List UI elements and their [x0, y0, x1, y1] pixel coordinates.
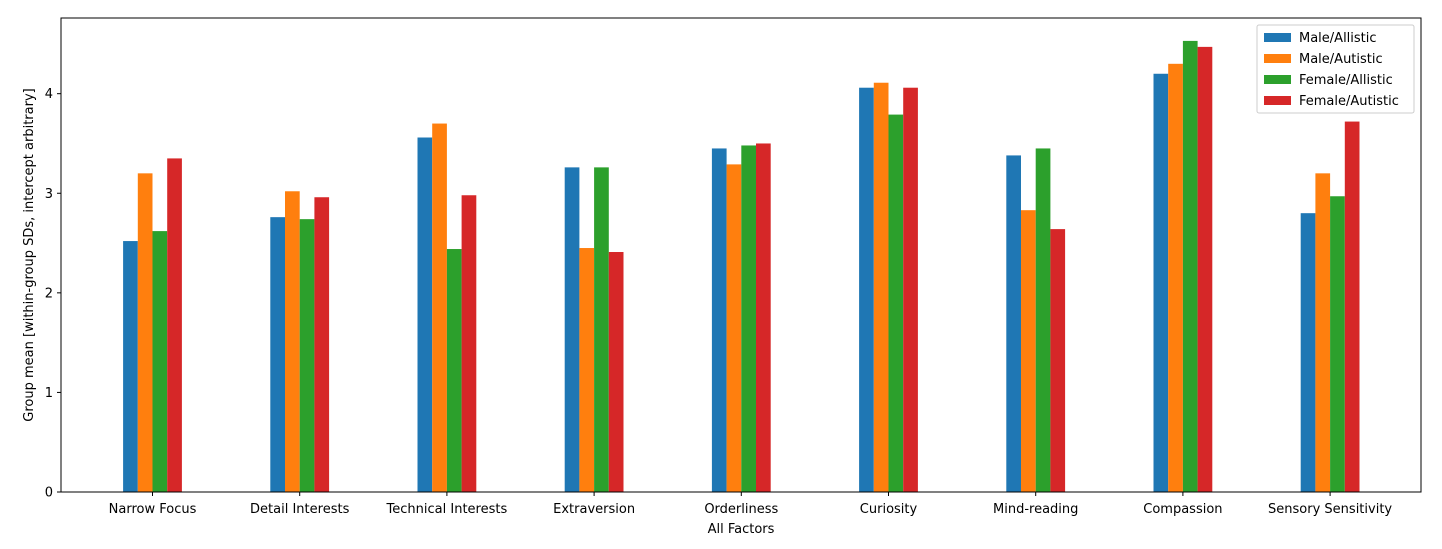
legend-label: Female/Autistic: [1299, 94, 1399, 109]
bar-female-autistic-orderliness: [756, 143, 771, 492]
bar-male-autistic-technical-interests: [432, 123, 447, 493]
x-tick-label: Orderliness: [704, 502, 778, 517]
bar-male-allistic-mind-reading: [1006, 155, 1021, 493]
bar-female-autistic-sensory-sensitivity: [1344, 121, 1360, 492]
bar-female-autistic-technical-interests: [461, 195, 477, 492]
bar-female-allistic-extraversion: [594, 167, 609, 492]
x-tick-label: Compassion: [1143, 502, 1222, 517]
bar-male-allistic-compassion: [1153, 73, 1169, 492]
x-axis: Narrow Focus Detail Interests Technical In…: [109, 492, 1392, 517]
bar-female-autistic-narrow-focus: [167, 158, 182, 492]
bar-female-allistic-mind-reading: [1035, 148, 1051, 492]
bar-female-allistic-curiosity: [888, 114, 904, 492]
y-tick-label: 1: [45, 386, 53, 401]
x-tick-label: Extraversion: [553, 502, 635, 517]
bar-male-allistic-narrow-focus: [123, 241, 138, 492]
bar-female-autistic-compassion: [1197, 46, 1213, 492]
x-tick-label: Curiosity: [860, 502, 918, 517]
bar-female-allistic-orderliness: [741, 145, 756, 492]
bar-male-autistic-mind-reading: [1021, 210, 1036, 492]
x-axis-label: All Factors: [708, 522, 775, 537]
legend-label: Male/Allistic: [1299, 31, 1377, 46]
bars-layer: [123, 40, 1360, 493]
bar-female-autistic-curiosity: [903, 87, 918, 493]
x-tick-label: Detail Interests: [250, 502, 350, 517]
bar-male-allistic-curiosity: [859, 87, 874, 493]
bar-male-autistic-compassion: [1168, 63, 1183, 493]
bar-female-autistic-extraversion: [608, 252, 624, 492]
bar-male-allistic-detail-interests: [270, 217, 285, 492]
y-axis-label: Group mean [within-group SDs, intercept …: [22, 88, 37, 421]
y-tick-label: 4: [45, 87, 53, 102]
y-tick-label: 2: [45, 286, 53, 301]
bar-male-allistic-sensory-sensitivity: [1300, 213, 1316, 492]
bar-male-allistic-technical-interests: [417, 137, 433, 492]
x-tick-label: Technical Interests: [386, 502, 508, 517]
bar-male-autistic-sensory-sensitivity: [1315, 173, 1331, 492]
bar-female-allistic-sensory-sensitivity: [1330, 196, 1345, 492]
bar-male-autistic-orderliness: [726, 164, 742, 492]
legend-box: [1256, 24, 1415, 114]
bar-female-allistic-compassion: [1182, 40, 1198, 493]
legend-swatch: [1264, 54, 1291, 63]
x-tick-label: Narrow Focus: [109, 502, 197, 517]
y-axis: 0 1 2 3 4: [45, 87, 61, 501]
bar-female-allistic-technical-interests: [446, 249, 462, 492]
x-tick-label: Mind-reading: [993, 502, 1078, 517]
x-tick-label: Sensory Sensitivity: [1268, 502, 1392, 517]
legend-swatch: [1264, 75, 1291, 84]
y-tick-label: 0: [45, 486, 53, 501]
bar-female-allistic-detail-interests: [299, 219, 315, 492]
legend-label: Male/Autistic: [1299, 52, 1383, 67]
bar-male-allistic-orderliness: [711, 148, 727, 492]
legend-label: Female/Allistic: [1299, 73, 1393, 88]
legend: Male/Allistic Male/Autistic Female/Allisti…: [1256, 24, 1415, 114]
bar-female-autistic-detail-interests: [314, 197, 330, 493]
bar-male-autistic-narrow-focus: [137, 173, 153, 492]
bar-male-autistic-extraversion: [579, 248, 595, 492]
bar-female-allistic-narrow-focus: [152, 231, 168, 492]
bar-male-autistic-curiosity: [873, 82, 889, 492]
bar-female-autistic-mind-reading: [1050, 229, 1066, 493]
y-tick-label: 3: [45, 187, 53, 202]
bar-male-allistic-extraversion: [564, 167, 580, 492]
legend-swatch: [1264, 96, 1291, 105]
legend-swatch: [1264, 33, 1291, 42]
bar-male-autistic-detail-interests: [285, 191, 300, 492]
